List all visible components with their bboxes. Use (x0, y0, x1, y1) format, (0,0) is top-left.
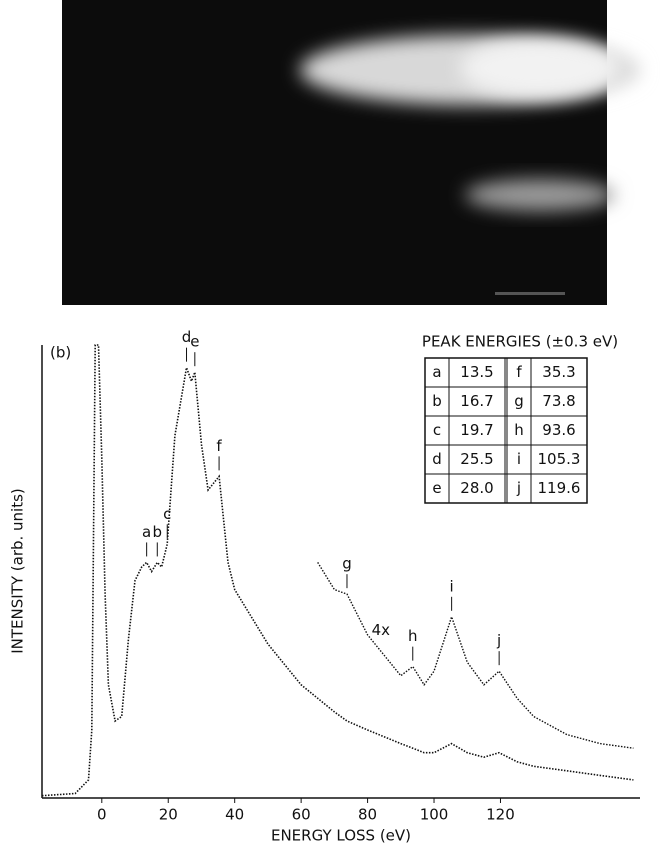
peak-label: h (408, 627, 418, 645)
table-peak: h (514, 421, 524, 439)
peak-label: i (450, 577, 454, 595)
table-peak: b (432, 392, 442, 410)
peak-label: b (153, 523, 163, 541)
x-tick-label: 40 (225, 806, 244, 824)
x-axis-label: ENERGY LOSS (eV) (271, 827, 411, 845)
panel-label: (b) (50, 344, 71, 362)
x-tick-label: 0 (97, 806, 107, 824)
table-energy: 105.3 (538, 450, 581, 468)
x-tick-label: 100 (420, 806, 449, 824)
table-energy: 25.5 (460, 450, 493, 468)
peak-label: d (182, 328, 192, 346)
table-energy: 13.5 (460, 363, 493, 381)
peak-label: f (216, 437, 222, 455)
table-energy: 19.7 (460, 421, 493, 439)
x-tick-label: 60 (292, 806, 311, 824)
peak-label: a (142, 523, 151, 541)
x-tick-label: 80 (358, 806, 377, 824)
table-energy: 119.6 (538, 479, 581, 497)
peak-label: e (190, 333, 199, 351)
table-energy: 73.8 (542, 392, 575, 410)
table-border (424, 357, 588, 504)
table-energy: 28.0 (460, 479, 493, 497)
spectrum-line (317, 562, 634, 749)
table-title: PEAK ENERGIES (±0.3 eV) (422, 333, 618, 351)
micrograph (62, 0, 640, 305)
x-tick-label: 120 (486, 806, 515, 824)
table-peak: c (433, 421, 441, 439)
table-peak: g (514, 392, 524, 410)
table-peak: f (516, 363, 522, 381)
y-axis-label: INTENSITY (arb. units) (9, 488, 27, 654)
table-peak: j (516, 479, 521, 497)
x-tick-label: 20 (159, 806, 178, 824)
table-peak: a (432, 363, 441, 381)
table-peak: d (432, 450, 442, 468)
table-peak: i (517, 450, 521, 468)
table-energy: 93.6 (542, 421, 575, 439)
spectrum-line (41, 344, 634, 797)
table-peak: e (432, 479, 441, 497)
table-energy: 35.3 (542, 363, 575, 381)
peak-label: g (342, 555, 352, 573)
table-energy: 16.7 (460, 392, 493, 410)
peak-label: j (496, 632, 501, 650)
peak-label: c (163, 505, 171, 523)
4x-label: 4x (372, 621, 391, 639)
